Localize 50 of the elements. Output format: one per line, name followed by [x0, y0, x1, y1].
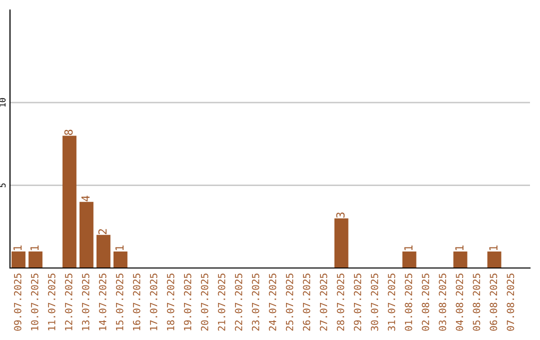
x-tick-label: 15.07.2025	[116, 274, 124, 330]
bar	[402, 251, 416, 268]
x-tick-label: 11.07.2025	[48, 274, 56, 330]
bar	[113, 251, 128, 268]
data-label: 1	[404, 246, 412, 250]
x-tick-label: 27.07.2025	[320, 274, 328, 331]
data-label: 1	[489, 246, 498, 250]
x-tick-label: 31.07.2025	[388, 274, 396, 331]
bar	[28, 251, 42, 268]
x-tick-label: 28.07.2025	[336, 274, 344, 331]
x-tick-label: 13.07.2025	[82, 274, 90, 330]
x-tick-label: 16.07.2025	[132, 274, 140, 330]
data-label: 1	[455, 246, 464, 250]
x-tick-label: 09.07.2025	[14, 274, 22, 331]
x-tick-label: 17.07.2025	[150, 274, 158, 330]
x-tick-label: 30.07.2025	[370, 274, 378, 331]
x-tick-label: 22.07.2025	[234, 274, 242, 331]
data-label: 1	[13, 246, 22, 250]
x-tick-label: 24.07.2025	[268, 274, 276, 331]
data-label: 2	[98, 229, 107, 234]
x-tick-label: 18.07.2025	[166, 274, 174, 330]
data-label: 3	[336, 212, 345, 218]
bar	[62, 136, 76, 268]
x-tick-label: 01.08.2025	[404, 274, 412, 331]
x-tick-label: 06.08.2025	[490, 274, 498, 331]
x-tick-label: 19.07.2025	[184, 274, 192, 330]
x-tick-label: 26.07.2025	[302, 274, 310, 331]
x-tick-label: 25.07.2025	[286, 274, 294, 331]
bar	[12, 251, 26, 268]
x-tick-label: 02.08.2025	[422, 274, 430, 331]
data-label: 8	[64, 130, 73, 135]
x-tick-label: 03.08.2025	[438, 274, 446, 331]
data-label: 1	[115, 246, 124, 250]
x-tick-label: 21.07.2025	[218, 274, 226, 331]
x-tick-label: 10.07.2025	[30, 274, 38, 330]
data-label: 4	[81, 196, 90, 202]
bar	[96, 234, 110, 268]
x-tick-label: 23.07.2025	[252, 274, 260, 331]
x-tick-label: 05.08.2025	[472, 274, 480, 331]
x-tick-label: 04.08.2025	[456, 274, 464, 331]
bar	[453, 251, 468, 268]
x-tick-label: 29.07.2025	[354, 274, 362, 331]
bar	[487, 251, 502, 268]
x-tick-label: 20.07.2025	[200, 274, 208, 331]
bar	[334, 218, 348, 268]
x-tick-label: 12.07.2025	[64, 274, 72, 330]
x-tick-label: 07.08.2025	[506, 274, 514, 331]
x-tick-label: 14.07.2025	[98, 274, 106, 330]
data-label: 1	[30, 246, 39, 250]
bar	[80, 202, 94, 268]
